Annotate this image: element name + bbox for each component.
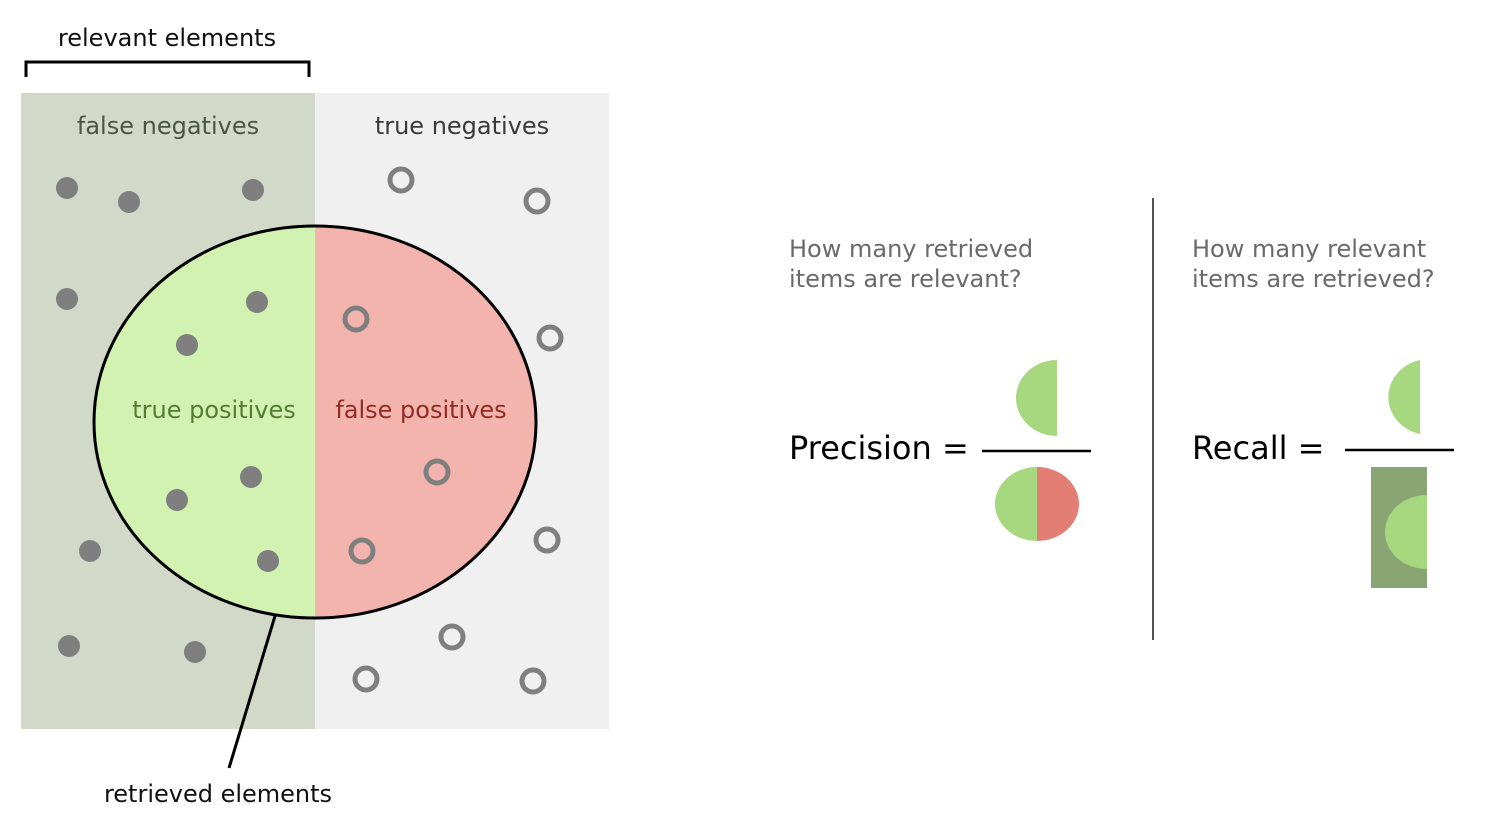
- filled-dot-icon: [58, 635, 80, 657]
- hollow-ring-icon: [519, 667, 547, 695]
- hollow-ring-icon: [423, 458, 451, 486]
- precision-question-line1: How many retrieved: [789, 235, 1033, 263]
- hollow-ring-icon: [523, 187, 551, 215]
- recall-numerator-half-circle: [1388, 360, 1420, 434]
- precision-denominator-green-half: [995, 467, 1037, 541]
- filled-dot-icon: [242, 179, 264, 201]
- hollow-ring-icon: [342, 305, 370, 333]
- hollow-ring-icon: [438, 623, 466, 651]
- filled-dot-icon: [56, 288, 78, 310]
- retrieved-elements-label: retrieved elements: [104, 780, 332, 808]
- filled-dot-icon: [240, 466, 262, 488]
- hollow-ring-icon: [536, 324, 564, 352]
- recall-label: Recall =: [1192, 429, 1324, 467]
- precision-numerator-half-circle: [1016, 360, 1057, 436]
- filled-dot-icon: [184, 641, 206, 663]
- filled-dot-icon: [176, 334, 198, 356]
- true-negatives-label: true negatives: [375, 112, 549, 140]
- hollow-ring-icon: [533, 526, 561, 554]
- relevant-items: [56, 177, 279, 663]
- retrieved-ellipse: [92, 224, 538, 620]
- irrelevant-items: [342, 166, 564, 695]
- filled-dot-icon: [246, 291, 268, 313]
- hollow-ring-icon: [387, 166, 415, 194]
- recall-denominator-half-circle: [1385, 495, 1427, 569]
- filled-dot-icon: [257, 550, 279, 572]
- relevant-elements-label: relevant elements: [58, 24, 276, 52]
- precision-denominator-red-half: [1037, 467, 1079, 541]
- precision-question-line2: items are relevant?: [789, 265, 1022, 293]
- retrieved-pointer-line: [227, 615, 277, 769]
- hollow-ring-icon: [348, 537, 376, 565]
- filled-dot-icon: [166, 489, 188, 511]
- false-positives-label: false positives: [335, 396, 506, 424]
- filled-dot-icon: [118, 191, 140, 213]
- relevant-bracket: [24, 60, 311, 77]
- precision-label: Precision =: [789, 429, 969, 467]
- true-positives-label: true positives: [132, 396, 296, 424]
- recall-question-line1: How many relevant: [1192, 235, 1426, 263]
- recall-question-line2: items are retrieved?: [1192, 265, 1435, 293]
- filled-dot-icon: [56, 177, 78, 199]
- filled-dot-icon: [79, 540, 101, 562]
- false-negatives-label: false negatives: [77, 112, 259, 140]
- hollow-ring-icon: [352, 665, 380, 693]
